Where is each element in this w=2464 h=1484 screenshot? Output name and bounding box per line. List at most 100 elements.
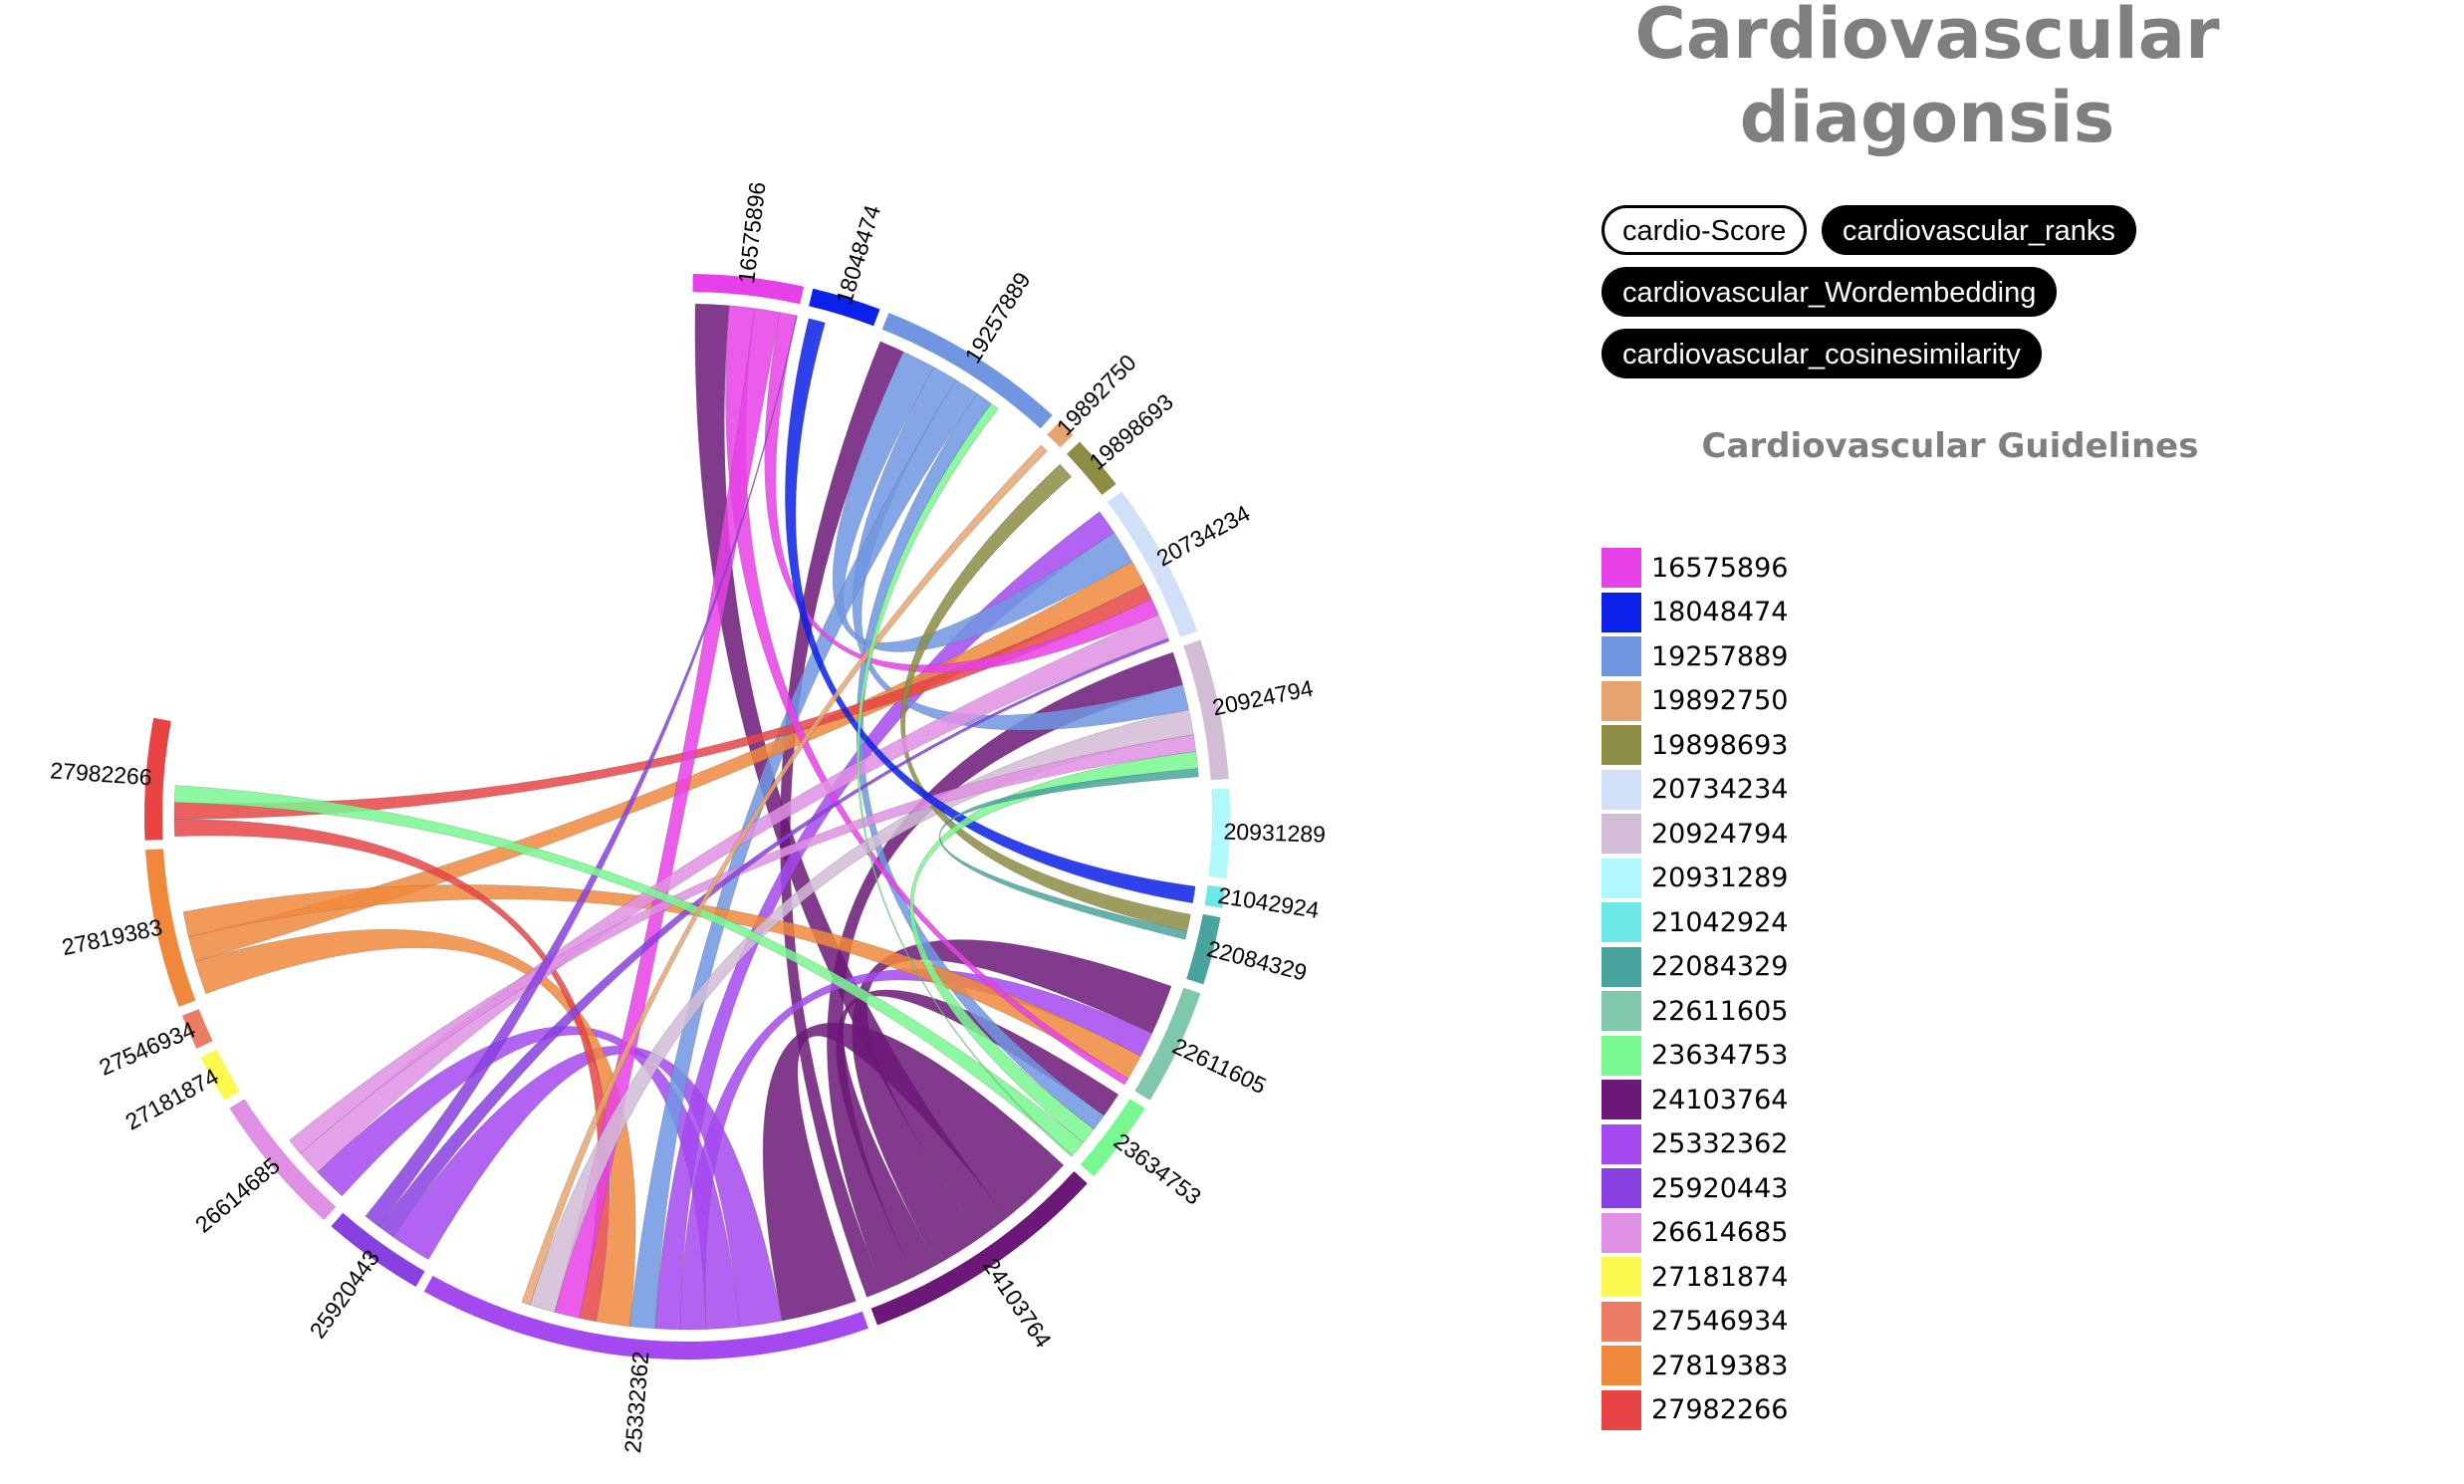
legend-item: 27546934 bbox=[1602, 1300, 1788, 1345]
legend-swatch bbox=[1602, 592, 1641, 632]
chord-label: 27181874 bbox=[121, 1063, 222, 1134]
cardiovascular-ranks-button[interactable]: cardiovascular_ranks bbox=[1821, 205, 2136, 255]
chord-arc-22084329[interactable] bbox=[1186, 913, 1221, 985]
legend-swatch bbox=[1602, 946, 1641, 987]
legend-item: 24103764 bbox=[1602, 1078, 1788, 1122]
legend-item: 27982266 bbox=[1602, 1388, 1788, 1433]
legend: 16575896 18048474 19257889 19892750 1989… bbox=[1602, 546, 1788, 1432]
chord-arc-27181874[interactable] bbox=[200, 1049, 240, 1101]
chord-ribbon bbox=[764, 312, 1159, 673]
cardiovascular-wordembedding-button[interactable]: cardiovascular_Wordembedding bbox=[1602, 267, 2058, 317]
chord-arc-20924794[interactable] bbox=[1183, 639, 1229, 781]
chord-arc-25920443[interactable] bbox=[331, 1212, 425, 1287]
metric-buttons: cardio-Score cardiovascular_ranks cardio… bbox=[1602, 205, 2159, 390]
legend-swatch bbox=[1602, 1080, 1641, 1120]
chord-arc-16575896[interactable] bbox=[692, 274, 805, 305]
chord-ribbon bbox=[554, 308, 781, 1319]
legend-swatch bbox=[1602, 1301, 1641, 1342]
legend-label: 20734234 bbox=[1651, 774, 1789, 806]
legend-label: 19257889 bbox=[1651, 640, 1789, 672]
legend-swatch bbox=[1602, 769, 1641, 810]
chord-arc-19898693[interactable] bbox=[1067, 441, 1116, 496]
legend-swatch bbox=[1602, 991, 1641, 1032]
chord-ribbon bbox=[785, 318, 1196, 904]
legend-label: 16575896 bbox=[1651, 552, 1789, 584]
legend-swatch bbox=[1602, 814, 1641, 855]
chord-label: 27819383 bbox=[60, 913, 165, 960]
legend-label: 27982266 bbox=[1651, 1394, 1789, 1426]
legend-label: 20931289 bbox=[1651, 863, 1789, 894]
legend-item: 16575896 bbox=[1602, 546, 1788, 591]
chord-ribbons bbox=[173, 303, 1199, 1331]
chord-arc-21042924[interactable] bbox=[1204, 884, 1226, 908]
legend-swatch bbox=[1602, 1035, 1641, 1076]
chord-label: 20931289 bbox=[1223, 818, 1326, 847]
chord-diagram: 16575896 18048474192578891989275019898693… bbox=[50, 180, 1327, 1454]
legend-item: 21042924 bbox=[1602, 900, 1788, 945]
chord-arc-22611605[interactable] bbox=[1134, 987, 1201, 1101]
chord-arc-26614685[interactable] bbox=[229, 1099, 337, 1220]
legend-label: 20924794 bbox=[1651, 818, 1789, 850]
legend-label: 19898693 bbox=[1651, 729, 1789, 761]
legend-label: 26614685 bbox=[1651, 1217, 1789, 1249]
legend-label: 24103764 bbox=[1651, 1084, 1789, 1115]
chord-ribbon bbox=[521, 444, 1048, 1306]
legend-label: 27546934 bbox=[1651, 1306, 1789, 1338]
legend-label: 22611605 bbox=[1651, 995, 1789, 1027]
legend-item: 19898693 bbox=[1602, 723, 1788, 768]
chord-arc-27982266[interactable] bbox=[143, 717, 171, 841]
chord-arc-25332362[interactable] bbox=[423, 1275, 868, 1360]
chord-ribbon bbox=[173, 583, 1152, 821]
chord-ribbon bbox=[289, 734, 1197, 1154]
legend-label: 25920443 bbox=[1651, 1172, 1789, 1204]
legend-swatch bbox=[1602, 548, 1641, 589]
chord-ribbon bbox=[654, 511, 1115, 1331]
chord-label: 20734234 bbox=[1152, 500, 1255, 572]
chord-arc-18048474[interactable] bbox=[809, 288, 880, 327]
chord-label: 25332362 bbox=[619, 1351, 653, 1454]
legend-label: 19892750 bbox=[1651, 685, 1789, 717]
chord-arc-27819383[interactable] bbox=[145, 849, 196, 1007]
cardio-score-button[interactable]: cardio-Score bbox=[1602, 205, 1808, 255]
page-title: Cardiovascular diagonsis bbox=[1634, 0, 2220, 158]
legend-swatch bbox=[1602, 725, 1641, 766]
legend-item: 27819383 bbox=[1602, 1344, 1788, 1388]
chord-arc-19257889[interactable] bbox=[881, 313, 1053, 429]
chord-arc-20931289[interactable] bbox=[1208, 788, 1231, 878]
chord-ribbon bbox=[377, 637, 1170, 1238]
chord-ribbon bbox=[173, 819, 611, 1323]
chord-ribbon bbox=[725, 305, 1129, 1086]
legend-item: 20931289 bbox=[1602, 857, 1788, 901]
chord-ribbon bbox=[900, 463, 1191, 932]
chord-label: 19257889 bbox=[959, 268, 1035, 369]
chord-arc-19892750[interactable] bbox=[1047, 421, 1074, 448]
legend-item: 22611605 bbox=[1602, 989, 1788, 1034]
legend-label: 27181874 bbox=[1651, 1261, 1789, 1293]
chord-arcs bbox=[143, 274, 1231, 1360]
legend-label: 21042924 bbox=[1651, 906, 1789, 938]
chord-arc-20734234[interactable] bbox=[1108, 491, 1198, 637]
chord-arc-23634753[interactable] bbox=[1080, 1099, 1145, 1177]
legend-swatch bbox=[1602, 1389, 1641, 1430]
chord-label: 22611605 bbox=[1168, 1033, 1270, 1100]
chord-ribbon bbox=[628, 378, 978, 1330]
chord-label: 27982266 bbox=[50, 757, 153, 790]
chord-label: 25920443 bbox=[305, 1245, 385, 1343]
chord-label: 24103764 bbox=[978, 1253, 1057, 1353]
chord-ribbon bbox=[187, 561, 1145, 962]
legend-label: 22084329 bbox=[1651, 951, 1789, 983]
legend-label: 23634753 bbox=[1651, 1040, 1789, 1072]
legend-item: 26614685 bbox=[1602, 1211, 1788, 1256]
chord-arc-27546934[interactable] bbox=[181, 1009, 213, 1049]
legend-swatch bbox=[1602, 902, 1641, 943]
legend-item: 27181874 bbox=[1602, 1255, 1788, 1300]
chord-ribbon bbox=[173, 785, 1085, 1156]
legend-swatch bbox=[1602, 680, 1641, 721]
legend-swatch bbox=[1602, 1257, 1641, 1298]
legend-item: 20924794 bbox=[1602, 812, 1788, 857]
chord-ribbon bbox=[182, 884, 1141, 1080]
legend-swatch bbox=[1602, 636, 1641, 677]
cardiovascular-cosinesimilarity-button[interactable]: cardiovascular_cosinesimilarity bbox=[1602, 329, 2042, 378]
chord-arc-24103764[interactable] bbox=[870, 1171, 1088, 1326]
chord-label: 22084329 bbox=[1204, 935, 1310, 985]
